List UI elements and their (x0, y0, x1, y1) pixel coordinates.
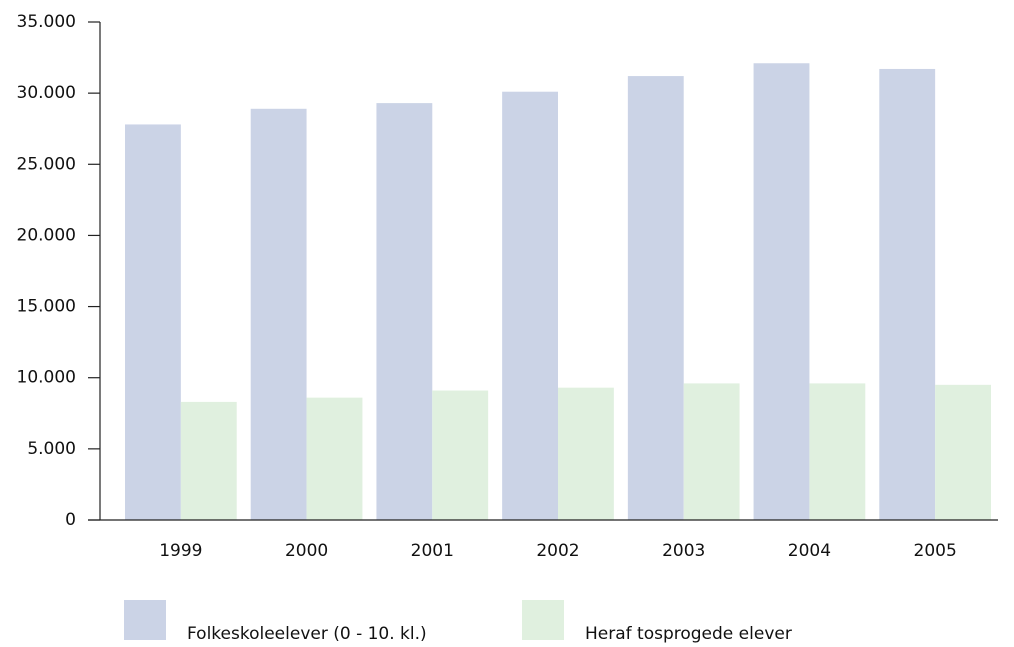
bar (879, 68, 936, 520)
bar (250, 108, 307, 521)
y-tick-label: 25.000 (17, 154, 76, 174)
x-tick-label: 2001 (411, 541, 454, 561)
bar (376, 103, 433, 521)
y-tick-label: 0 (65, 510, 76, 530)
bar (306, 397, 363, 520)
x-tick-label: 2004 (788, 541, 831, 561)
y-tick-label: 5.000 (27, 439, 76, 459)
x-tick-label: 2003 (662, 541, 705, 561)
bar (809, 383, 866, 520)
x-tick-label: 2005 (914, 541, 957, 561)
bar (753, 63, 810, 521)
x-tick-label: 2002 (536, 541, 579, 561)
y-tick-label: 15.000 (17, 297, 76, 317)
bar (125, 124, 181, 521)
x-tick-label: 2000 (285, 541, 328, 561)
y-tick-label: 10.000 (17, 368, 76, 388)
y-tick-label: 30.000 (17, 83, 76, 103)
legend-swatch (522, 600, 564, 640)
legend-label: Folkeskoleelever (0 - 10. kl.) (187, 624, 427, 644)
bar (627, 76, 684, 520)
y-tick-label: 35.000 (17, 12, 76, 32)
y-tick-label: 20.000 (17, 225, 76, 245)
bar (180, 401, 237, 520)
legend-label: Heraf tosprogede elever (585, 624, 792, 644)
legend-swatch (124, 600, 166, 640)
bar (935, 384, 991, 520)
bar (502, 91, 558, 520)
bar (432, 390, 489, 520)
bar (683, 383, 740, 520)
bar (558, 387, 614, 520)
x-tick-label: 1999 (159, 541, 202, 561)
